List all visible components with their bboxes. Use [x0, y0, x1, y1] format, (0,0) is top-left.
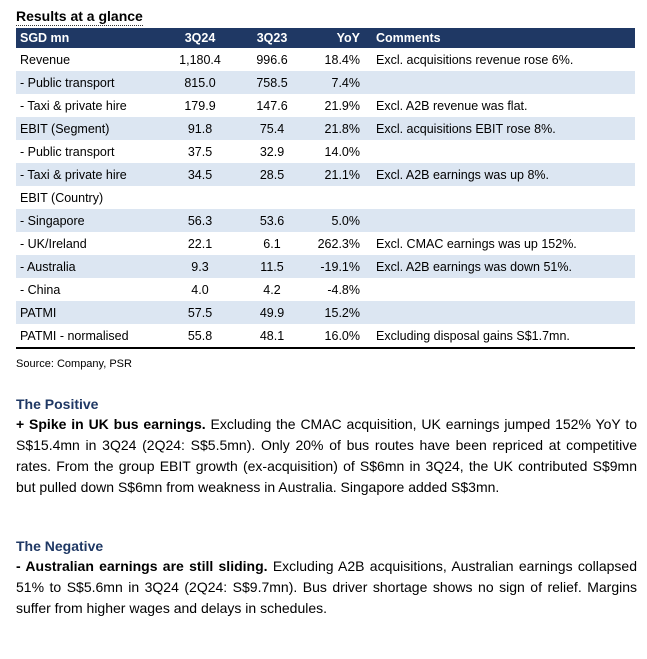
cell-3q23: 6.1	[263, 236, 281, 251]
negative-lead: - Australian earnings are still sliding.	[16, 558, 268, 574]
row-label: - Public transport	[16, 71, 164, 94]
row-label: - Singapore	[16, 209, 164, 232]
table-row: EBIT (Country)	[16, 186, 635, 209]
cell-yoy: 21.8%	[308, 117, 368, 140]
negative-heading: The Negative	[16, 538, 104, 554]
cell-yoy: 16.0%	[308, 324, 368, 349]
table-title: Results at a glance	[16, 8, 143, 26]
cell-3q24	[164, 186, 236, 209]
cell-3q24: 91.8	[164, 117, 236, 140]
cell-comment: Excluding disposal gains S$1.7mn.	[368, 324, 635, 349]
table-body: Revenue 1,180.4 996.6 18.4% Excl. acquisitio…	[16, 48, 635, 349]
row-label: - UK/Ireland	[20, 236, 87, 251]
cell-yoy: 14.0%	[324, 144, 360, 159]
cell-3q24: 1,180.4	[179, 52, 221, 67]
cell-comment: Excl. A2B earnings was down 51%.	[368, 255, 635, 278]
cell-3q24: 9.3	[164, 255, 236, 278]
row-label: EBIT (Segment)	[16, 117, 164, 140]
table-row: - China 4.0 4.2 -4.8%	[16, 278, 635, 301]
row-label: - Taxi & private hire	[16, 163, 164, 186]
cell-yoy: 7.4%	[308, 71, 368, 94]
cell-yoy: 5.0%	[308, 209, 368, 232]
source-note: Source: Company, PSR	[16, 358, 132, 370]
row-label: Revenue	[20, 52, 71, 67]
cell-yoy: -19.1%	[308, 255, 368, 278]
negative-paragraph: - Australian earnings are still sliding.…	[16, 556, 637, 619]
row-label: EBIT (Country)	[20, 190, 104, 205]
cell-yoy: -4.8%	[327, 282, 360, 297]
cell-3q24: 815.0	[164, 71, 236, 94]
table-row: - Public transport 37.5 32.9 14.0%	[16, 140, 635, 163]
cell-3q23: 758.5	[236, 71, 308, 94]
cell-3q23: 32.9	[259, 144, 285, 159]
column-header-metric: SGD mn	[16, 28, 164, 48]
row-label: - Australia	[16, 255, 164, 278]
row-label: PATMI - normalised	[16, 324, 164, 349]
cell-yoy: 21.9%	[324, 98, 360, 113]
cell-3q24: 4.0	[191, 282, 209, 297]
row-label: - Taxi & private hire	[20, 98, 127, 113]
cell-comment: Excl. A2B earnings was up 8%.	[368, 163, 635, 186]
table-row: EBIT (Segment) 91.8 75.4 21.8% Excl. acquisi…	[16, 117, 635, 140]
cell-yoy: 262.3%	[317, 236, 360, 251]
cell-3q23: 4.2	[263, 282, 281, 297]
table-row: - Australia 9.3 11.5 -19.1% Excl. A2B earnin…	[16, 255, 635, 278]
table-row: - Taxi & private hire 34.5 28.5 21.1% Excl. …	[16, 163, 635, 186]
cell-3q24: 179.9	[184, 98, 216, 113]
cell-comment: Excl. acquisitions revenue rose 6%.	[376, 52, 574, 67]
cell-comment	[368, 301, 635, 324]
results-table: SGD mn 3Q24 3Q23 YoY Comments Revenue 1,1…	[16, 28, 635, 349]
cell-yoy: 18.4%	[324, 52, 360, 67]
cell-comment	[368, 140, 635, 163]
positive-lead: + Spike in UK bus earnings.	[16, 416, 206, 432]
cell-comment	[368, 209, 635, 232]
positive-body: Excluding the CMAC acquisition, UK earni…	[16, 416, 637, 495]
cell-3q23: 996.6	[256, 52, 288, 67]
cell-comment	[368, 186, 635, 209]
cell-3q24: 34.5	[164, 163, 236, 186]
cell-3q23: 147.6	[256, 98, 288, 113]
positive-section: The Positive + Spike in UK bus earnings.…	[16, 394, 637, 498]
cell-3q23	[236, 186, 308, 209]
cell-comment	[368, 71, 635, 94]
table-row: - Public transport 815.0 758.5 7.4%	[16, 71, 635, 94]
negative-section: The Negative - Australian earnings are s…	[16, 536, 637, 619]
cell-comment: Excl. A2B revenue was flat.	[376, 98, 528, 113]
column-header-yoy: YoY	[308, 28, 368, 48]
cell-3q24: 37.5	[187, 144, 213, 159]
negative-body: Excluding A2B acquisitions, Australian e…	[16, 558, 638, 616]
cell-comment: Excl. acquisitions EBIT rose 8%.	[368, 117, 635, 140]
cell-3q23: 48.1	[236, 324, 308, 349]
cell-3q23: 75.4	[236, 117, 308, 140]
table-row: - Taxi & private hire 179.9 147.6 21.9% Excl…	[16, 94, 635, 117]
column-header-3q24: 3Q24	[164, 28, 236, 48]
cell-3q23: 28.5	[236, 163, 308, 186]
cell-3q24: 57.5	[164, 301, 236, 324]
table-row: - Singapore 56.3 53.6 5.0%	[16, 209, 635, 232]
table-header-row: SGD mn 3Q24 3Q23 YoY Comments	[16, 28, 635, 48]
column-header-3q23: 3Q23	[236, 28, 308, 48]
table-row: PATMI - normalised 55.8 48.1 16.0% Excluding…	[16, 324, 635, 349]
cell-3q24: 56.3	[164, 209, 236, 232]
table-row: - UK/Ireland 22.1 6.1 262.3% Excl. CMAC earn…	[16, 232, 635, 255]
cell-3q24: 22.1	[187, 236, 213, 251]
column-header-comments: Comments	[368, 28, 635, 48]
row-label: - Public transport	[20, 144, 115, 159]
cell-yoy	[308, 186, 368, 209]
positive-paragraph: + Spike in UK bus earnings. Excluding th…	[16, 414, 637, 498]
cell-3q23: 53.6	[236, 209, 308, 232]
cell-comment	[368, 278, 635, 301]
table-row: Revenue 1,180.4 996.6 18.4% Excl. acquisitio…	[16, 48, 635, 71]
cell-3q23: 49.9	[236, 301, 308, 324]
cell-yoy: 15.2%	[308, 301, 368, 324]
cell-3q23: 11.5	[236, 255, 308, 278]
row-label: PATMI	[16, 301, 164, 324]
cell-comment: Excl. CMAC earnings was up 152%.	[376, 236, 577, 251]
cell-3q24: 55.8	[164, 324, 236, 349]
positive-heading: The Positive	[16, 396, 99, 412]
cell-yoy: 21.1%	[308, 163, 368, 186]
table-row: PATMI 57.5 49.9 15.2%	[16, 301, 635, 324]
row-label: - China	[20, 282, 61, 297]
